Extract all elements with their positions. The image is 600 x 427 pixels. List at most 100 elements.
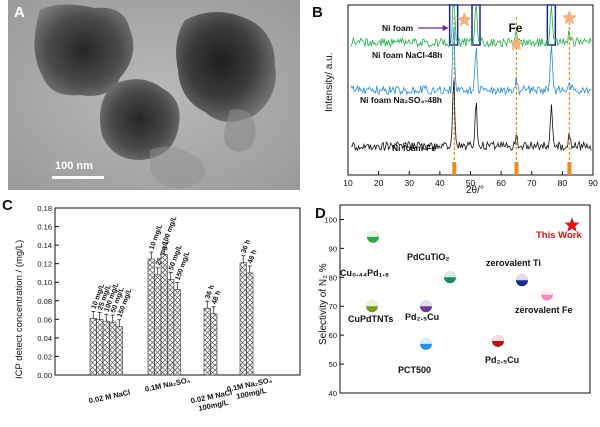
ni-foam-peak-box	[546, 4, 557, 46]
ni-foam-peak-box	[448, 4, 459, 46]
icp-group-label: 0.1M Na₂SO₄100mg/L	[226, 375, 275, 402]
panel-a-tem-image: 100 nm A	[0, 0, 300, 195]
selectivity-point-highlight	[541, 288, 553, 295]
xrd-series-line	[350, 26, 592, 96]
icp-bar-label: 48 h	[247, 249, 258, 265]
xrd-series-line	[350, 79, 592, 152]
icp-y-tick-label: 0.04	[37, 334, 52, 343]
fe-star-marker	[508, 36, 524, 51]
icp-y-tick-label: 0.18	[37, 204, 52, 213]
selectivity-point-highlight	[366, 300, 378, 307]
xrd-y-axis-label: Intensity/ a.u.	[324, 53, 335, 112]
fe-star-marker	[456, 12, 472, 27]
xrd-x-tick-label: 20	[374, 178, 384, 188]
icp-y-tick-label: 0.08	[37, 297, 52, 306]
icp-y-axis-label: ICP detect concentration / (mg/L)	[14, 240, 25, 379]
icp-bar	[154, 274, 162, 376]
tem-micrograph: 100 nm	[8, 0, 300, 190]
icp-bar-label: 100 mg/L	[162, 214, 179, 246]
panel-letter-b: B	[312, 4, 323, 21]
icp-bar	[173, 289, 181, 376]
selectivity-point-label: PCT500	[398, 365, 431, 375]
xrd-series-line	[350, 5, 592, 49]
selectivity-point-highlight	[367, 230, 379, 237]
icp-bar	[89, 318, 97, 376]
icp-chart-svg: 0.00 0.02 0.04 0.06 0.08 0.10 0.12 0.14 0.16 0.18…	[14, 204, 301, 413]
tem-particle	[34, 4, 134, 96]
panel-b-xrd-chart: 10 20 30 40 50 60 70 80 90 Ni foam NaCl-48h Ni foa…	[300, 0, 600, 196]
icp-group-label: 0.1M Na₂SO₄	[144, 375, 191, 393]
panel-letter-a: A	[14, 4, 25, 21]
icp-y-tick-label: 0.06	[37, 315, 52, 324]
selectivity-chart-svg: 40 50 60 70 80 90 100 Cu₀.₄₄Pd₁.₈ PdCuTiO₂ zerova…	[318, 204, 591, 398]
icp-bar	[246, 272, 254, 376]
selectivity-point-label: PdCuTiO₂	[407, 252, 449, 262]
ni-foam-annotation: Ni foam	[382, 23, 414, 33]
icp-bar	[96, 319, 104, 376]
icp-y-tick-label: 0.14	[37, 241, 52, 250]
xrd-series-label: Ni foam-Fe	[392, 143, 436, 153]
xrd-x-tick-label: 40	[435, 178, 445, 188]
icp-y-tick-label: 0.00	[37, 371, 52, 380]
icp-bar	[160, 254, 168, 376]
selectivity-plot-frame	[339, 204, 591, 394]
xrd-x-tick-label: 90	[588, 178, 598, 188]
selectivity-point-highlight	[420, 300, 432, 307]
icp-y-tick-label: 0.16	[37, 223, 52, 232]
ni-foam-arrow-head	[442, 25, 449, 31]
icp-bar	[167, 279, 175, 376]
icp-bar-label: 48 h	[211, 290, 222, 306]
tem-particle-fragment	[150, 146, 205, 189]
icp-bar	[210, 313, 218, 376]
icp-bar-label: 36 h	[241, 239, 252, 255]
fe-reference-bar	[514, 162, 519, 175]
selectivity-point-highlight	[420, 337, 432, 344]
selectivity-point-highlight	[516, 274, 528, 281]
selectivity-point-highlight	[492, 334, 504, 341]
icp-y-tick-label: 0.02	[37, 352, 52, 361]
fe-reference-bar	[452, 162, 457, 175]
selectivity-point-label: CuPdTNTs	[348, 314, 393, 324]
xrd-series-label: Ni foam NaCl-48h	[372, 50, 442, 60]
selectivity-y-tick-label: 60	[329, 331, 337, 340]
selectivity-y-tick-label: 80	[329, 273, 337, 282]
selectivity-point-label: zerovalent Fe	[515, 305, 573, 315]
icp-bar	[102, 320, 110, 376]
selectivity-point-highlight	[444, 271, 456, 278]
icp-bar	[203, 307, 211, 376]
icp-group-label: 0.02 M NaCl	[88, 388, 131, 406]
tem-particle	[176, 11, 276, 122]
selectivity-point-label: zerovalent Ti	[486, 258, 541, 268]
icp-y-tick-label: 0.12	[37, 260, 52, 269]
icp-y-tick-label: 0.10	[37, 278, 52, 287]
fe-star-marker	[561, 10, 577, 25]
selectivity-y-tick-label: 90	[329, 244, 337, 253]
selectivity-y-tick-label: 100	[324, 215, 337, 224]
panel-c-icp-chart: 0.00 0.02 0.04 0.06 0.08 0.10 0.12 0.14 0.16 0.18…	[0, 195, 310, 422]
xrd-x-tick-label: 80	[558, 178, 568, 188]
scale-bar	[52, 176, 104, 179]
tem-particle	[99, 79, 180, 160]
panel-letter-d: D	[315, 205, 326, 222]
selectivity-point-label: Pd₂.₅Cu	[485, 355, 519, 365]
fe-reference-bar	[567, 162, 572, 175]
icp-bar-label: 36 h	[205, 284, 216, 300]
selectivity-y-tick-label: 40	[329, 389, 337, 398]
xrd-chart-svg: 10 20 30 40 50 60 70 80 90 Ni foam NaCl-48h Ni foa…	[324, 4, 598, 196]
icp-bar	[239, 262, 247, 376]
icp-bar	[115, 326, 123, 376]
xrd-series-label: Ni foam Na₂SO₄-48h	[360, 95, 442, 105]
selectivity-point-label: This Work	[536, 230, 582, 241]
xrd-x-tick-label: 10	[343, 178, 353, 188]
xrd-x-tick-label: 30	[405, 178, 415, 188]
selectivity-y-tick-label: 50	[329, 360, 337, 369]
ni-foam-peak-box	[471, 4, 481, 46]
xrd-x-tick-label: 70	[527, 178, 537, 188]
xrd-x-tick-label: 60	[496, 178, 506, 188]
selectivity-y-tick-label: 70	[329, 302, 337, 311]
selectivity-point-label: Cu₀.₄₄Pd₁.₈	[340, 268, 389, 278]
xrd-x-axis-label: 2θ/°	[466, 185, 484, 195]
selectivity-point-label: Pd₂.₅Cu	[405, 312, 439, 322]
icp-bar	[109, 321, 117, 376]
panel-d-selectivity-chart: 40 50 60 70 80 90 100 Cu₀.₄₄Pd₁.₈ PdCuTiO₂ zerova…	[310, 195, 600, 422]
